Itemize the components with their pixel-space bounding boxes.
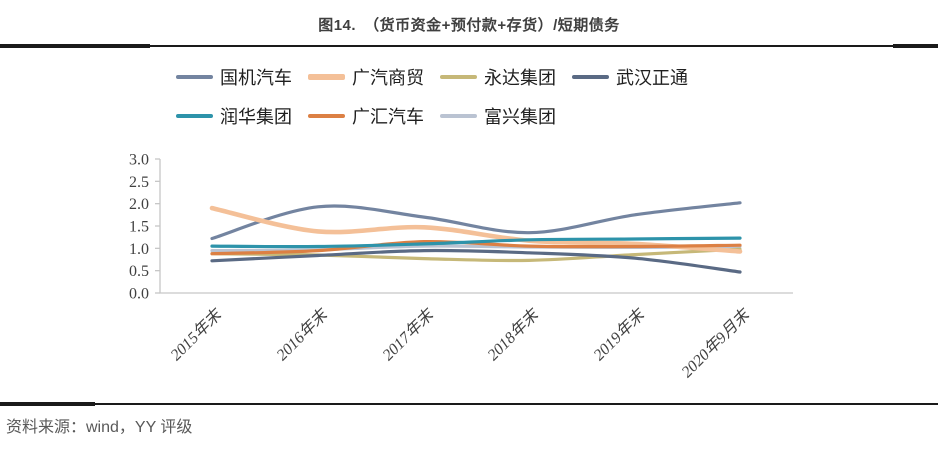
series-line-3 bbox=[210, 248, 742, 274]
legend-label: 武汉正通 bbox=[616, 68, 688, 89]
y-axis-label: 2.0 bbox=[129, 196, 149, 213]
legend-line-swatch bbox=[308, 114, 345, 118]
legend-item-0: 国机汽车 bbox=[176, 64, 292, 90]
source-note: 资料来源：wind，YY 评级 bbox=[6, 419, 193, 436]
y-axis-label: 1.0 bbox=[129, 241, 149, 258]
legend-line-swatch bbox=[176, 114, 213, 118]
x-axis-label: 2019年末 bbox=[590, 305, 649, 364]
figure-title: 图14. （货币资金+预付款+存货）/短期债务 bbox=[318, 17, 620, 34]
separator-thin bbox=[150, 45, 893, 47]
legend-item-3: 武汉正通 bbox=[572, 64, 688, 90]
separator-thick-left bbox=[0, 402, 95, 406]
legend-label: 润华集团 bbox=[220, 107, 292, 128]
series-line-4 bbox=[210, 236, 742, 249]
legend-item-6: 富兴集团 bbox=[440, 103, 556, 129]
legend-row: 国机汽车 广汽商贸 永达集团 武汉正通 bbox=[176, 64, 704, 90]
x-axis-label: 2017年末 bbox=[379, 305, 438, 364]
legend-line-swatch bbox=[440, 75, 477, 79]
title-separator bbox=[0, 44, 938, 48]
y-axis-label: 3.0 bbox=[129, 152, 149, 169]
y-axis-label: 0.5 bbox=[129, 263, 149, 280]
legend-item-2: 永达集团 bbox=[440, 64, 556, 90]
series-line-0 bbox=[210, 201, 742, 241]
series-line-1 bbox=[209, 205, 743, 254]
legend-label: 永达集团 bbox=[484, 68, 556, 89]
legend-line-swatch bbox=[440, 114, 477, 118]
legend-label: 国机汽车 bbox=[220, 68, 292, 89]
legend-line-swatch bbox=[176, 75, 213, 79]
legend-label: 广汇汽车 bbox=[352, 107, 424, 128]
y-axis-label: 0.0 bbox=[129, 286, 149, 303]
x-axis-label: 2020年9月末 bbox=[678, 305, 754, 381]
x-axis-label: 2016年末 bbox=[273, 305, 332, 364]
separator-thick-right bbox=[893, 44, 938, 48]
x-axis-label: 2018年末 bbox=[484, 305, 543, 364]
separator-thin bbox=[95, 403, 938, 405]
legend-item-4: 润华集团 bbox=[176, 103, 292, 129]
legend-item-5: 广汇汽车 bbox=[308, 103, 424, 129]
y-axis-label: 2.5 bbox=[129, 174, 149, 191]
legend-label: 富兴集团 bbox=[484, 107, 556, 128]
legend-item-1: 广汽商贸 bbox=[308, 64, 424, 90]
legend-line-swatch bbox=[572, 75, 609, 79]
footer-separator bbox=[0, 402, 938, 406]
y-axis-label: 1.5 bbox=[129, 219, 149, 236]
legend-row: 润华集团 广汇汽车 富兴集团 bbox=[176, 103, 704, 129]
legend-label: 广汽商贸 bbox=[352, 68, 424, 89]
legend-line-swatch bbox=[308, 74, 345, 80]
separator-thick-left bbox=[0, 44, 150, 48]
x-axis-label: 2015年末 bbox=[167, 305, 226, 364]
chart-legend: 国机汽车 广汽商贸 永达集团 武汉正通润华集团 广汇汽车 富兴集团 bbox=[176, 64, 704, 142]
